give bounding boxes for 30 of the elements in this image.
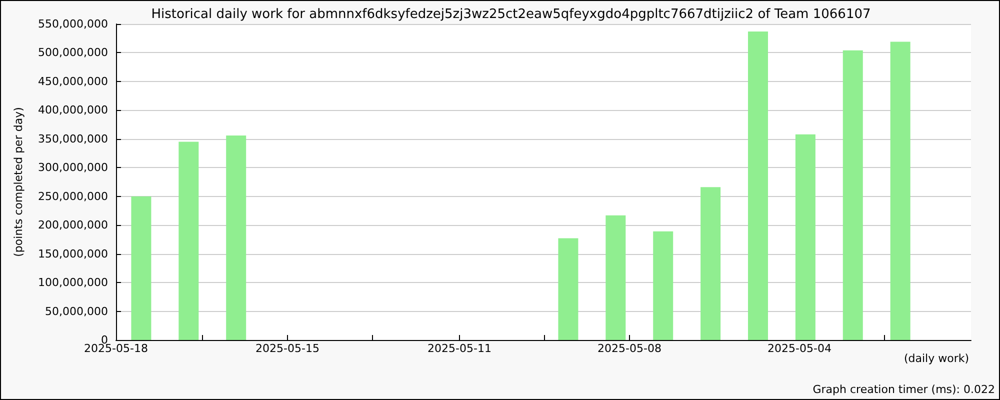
y-tick-label: 400,000,000: [38, 104, 108, 117]
y-tick-label: 450,000,000: [38, 74, 108, 88]
bar: [558, 238, 578, 340]
y-tick-label: 50,000,000: [45, 304, 108, 318]
y-tick-label: 200,000,000: [38, 218, 108, 232]
x-tick-label: 2025-05-04: [768, 342, 832, 355]
chart-title: Historical daily work for abmnnxf6dksyfedzej5zj3wz25ct2eaw5qfeyxgdo4pgpltc7667dtijziic2 of Team 1066107: [151, 7, 871, 22]
bar: [653, 231, 674, 340]
y-tick-label: 550,000,000: [38, 18, 108, 30]
y-tick-label: 150,000,000: [38, 247, 108, 260]
x-tick-label: 2025-05-08: [598, 342, 662, 355]
bar: [606, 215, 626, 340]
bar: [131, 196, 152, 340]
bar: [890, 42, 910, 340]
bar: [748, 31, 768, 340]
x-tick-label: 2025-05-11: [428, 342, 492, 355]
y-tick-label: 100,000,000: [38, 276, 108, 290]
bar: [795, 134, 816, 340]
bar: [700, 187, 721, 340]
x-tick-label: 2025-05-15: [256, 342, 320, 355]
y-tick-label: 300,000,000: [38, 161, 108, 174]
text: Graph creation timer (ms): 0.022: [812, 383, 996, 396]
y-tick-label: 350,000,000: [38, 132, 108, 146]
y-axis-title: (points completed per day): [12, 107, 25, 257]
x-axis-title: (daily work): [904, 352, 970, 365]
bar: [226, 135, 246, 340]
y-tick-label: 250,000,000: [38, 190, 108, 203]
bar: [842, 50, 863, 340]
bar: [178, 142, 199, 340]
y-tick-label: 500,000,000: [38, 46, 108, 60]
